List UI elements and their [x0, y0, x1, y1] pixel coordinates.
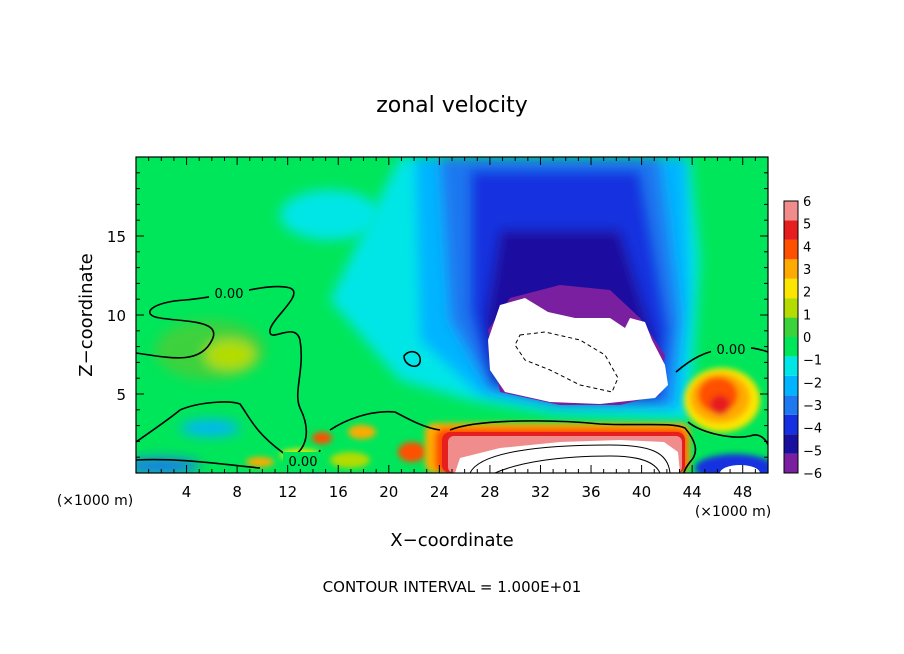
x-tick-label: 16	[329, 483, 348, 501]
contour-interval-note: CONTOUR INTERVAL = 1.000E+01	[323, 578, 582, 596]
colorbar-label: 1	[803, 308, 811, 323]
y-axis: 5 10 15	[107, 172, 768, 458]
x-axis-label: X−coordinate	[390, 530, 513, 551]
colorbar-swatch	[784, 298, 798, 318]
blob-c	[398, 442, 426, 462]
colorbar-frame	[783, 200, 799, 474]
x-unit-right: (×1000 m)	[695, 504, 771, 520]
x-axis: 4 8 12 16 20 24 28 32 36 40 44 48	[148, 157, 756, 501]
contour-jet-outer	[469, 444, 671, 473]
upper-negative-band	[280, 190, 380, 240]
colorbar-label: 6	[803, 195, 811, 210]
contour-label-bg-2	[283, 452, 323, 468]
x-tick-label: 48	[733, 483, 752, 501]
x-tick-label: 28	[480, 483, 499, 501]
colorbar-label: −1	[803, 354, 822, 369]
colorbar-swatch	[784, 453, 798, 473]
y-tick-label: 10	[107, 307, 126, 325]
x-tick-label: 12	[278, 483, 297, 501]
blob-b	[348, 425, 376, 439]
plume-core-out-of-range	[488, 298, 668, 404]
chart-title: zonal velocity	[376, 93, 528, 118]
colorbar-swatch	[784, 395, 798, 415]
y-axis-label: Z−coordinate	[76, 253, 97, 376]
contour-negative-dashed	[514, 331, 619, 393]
colorbar-label: 4	[803, 240, 811, 255]
blob-e	[246, 457, 274, 467]
contour-zero-jet	[449, 420, 697, 473]
colorbar: −6 −5 −4 −3 −2 −1 0 1 2 3 4 5 6	[783, 195, 822, 482]
contour-zero-small-loop	[403, 350, 421, 368]
y-tick-label: 15	[107, 228, 126, 246]
colorbar-label: −3	[803, 399, 822, 414]
colorbar-swatch	[784, 337, 798, 357]
x-tick-label: 44	[683, 483, 702, 501]
contour-label-bg-1	[209, 284, 249, 300]
colorbar-label: 3	[803, 263, 811, 278]
x-tick-label: 8	[232, 483, 242, 501]
colorbar-swatch	[784, 278, 798, 299]
west-positive-core	[205, 340, 255, 370]
plot-area: 0.00 0.00 0.00	[136, 157, 768, 473]
west-variations	[136, 190, 380, 473]
surface-negative-west	[136, 458, 200, 473]
contour-label-bg-3	[711, 340, 751, 356]
colorbar-label: −6	[803, 467, 822, 482]
blob-f	[330, 452, 370, 468]
x-tick-label: 20	[379, 483, 398, 501]
colorbar-label: −2	[803, 376, 822, 391]
x-tick-label: 36	[581, 483, 600, 501]
contour-label-3: 0.00	[717, 343, 746, 358]
colorbar-swatch	[784, 259, 798, 279]
contour-label-1: 0.00	[215, 287, 244, 302]
x-tick-label: 24	[430, 483, 449, 501]
contour-zero-west	[136, 285, 308, 456]
x-tick-label: 4	[182, 483, 192, 501]
y-tick-label: 5	[116, 386, 126, 404]
contour-zero-surface	[136, 458, 261, 469]
colorbar-swatch	[784, 434, 798, 454]
blob-a	[312, 432, 332, 444]
colorbar-swatch	[784, 317, 798, 337]
colorbar-label: −4	[803, 422, 822, 437]
contour-jet-inner	[494, 455, 661, 473]
colorbar-label: −5	[803, 444, 822, 459]
jet-core-out-of-range	[455, 440, 680, 473]
east-positive-blob	[684, 368, 760, 432]
low-negative-blob	[180, 420, 240, 436]
contour-label-2: 0.00	[289, 455, 318, 470]
colorbar-label: 0	[803, 331, 811, 346]
east-level-5	[710, 395, 730, 415]
contour-zero-mid	[329, 410, 441, 431]
x-tick-label: 40	[632, 483, 651, 501]
colorbar-label: 2	[803, 286, 811, 301]
x-unit-left: (×1000 m)	[57, 493, 133, 509]
contour-zero-east-lower	[687, 421, 768, 446]
colorbar-swatch	[784, 220, 798, 240]
colorbar-swatch	[784, 375, 798, 396]
colorbar-swatch	[784, 356, 798, 376]
colorbar-swatch	[784, 201, 798, 221]
x-tick-label: 32	[531, 483, 550, 501]
colorbar-swatch	[784, 239, 798, 260]
colorbar-swatch	[784, 414, 798, 435]
colorbar-label: 5	[803, 218, 811, 233]
